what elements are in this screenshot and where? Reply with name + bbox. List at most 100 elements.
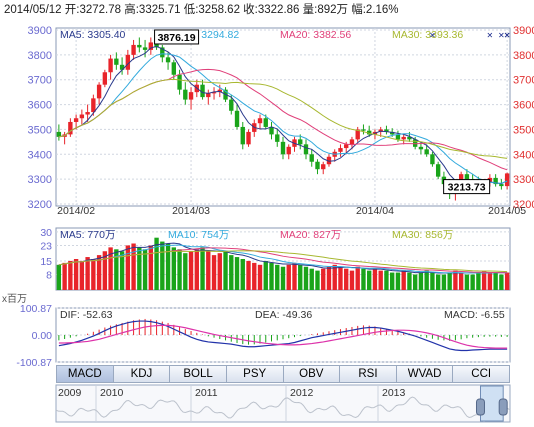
candle-body bbox=[206, 93, 211, 98]
macd-tick: 100.87 bbox=[20, 303, 52, 315]
candle-body bbox=[257, 118, 263, 124]
volume-bar bbox=[504, 272, 510, 290]
volume-bar bbox=[280, 266, 286, 290]
dividend-marker: ✕ bbox=[429, 31, 436, 40]
volume-bar bbox=[137, 247, 142, 290]
candle-body bbox=[56, 131, 62, 137]
vol-ma5-line bbox=[58, 242, 508, 274]
volume-tick: 15 bbox=[40, 256, 52, 268]
candle-body bbox=[309, 154, 314, 162]
volume-bar bbox=[384, 270, 389, 290]
volume-bar bbox=[355, 266, 360, 290]
price-tick-left: 3200 bbox=[28, 199, 52, 211]
candle-body bbox=[361, 129, 366, 131]
navigator-handle[interactable] bbox=[475, 398, 485, 416]
navigator-year: 2011 bbox=[195, 387, 218, 399]
navigator-handle[interactable] bbox=[498, 398, 508, 416]
quote-close: 收:3322.86 bbox=[243, 4, 300, 16]
price-legend-ma5: MA5: 3305.40 bbox=[60, 29, 126, 41]
volume-bar bbox=[171, 247, 176, 290]
candle-body bbox=[165, 57, 171, 63]
volume-bar bbox=[114, 249, 119, 290]
macd-legend-dif: DIF: -52.63 bbox=[60, 309, 113, 321]
volume-bar bbox=[56, 264, 62, 290]
price-tick-left: 3800 bbox=[28, 50, 52, 62]
volume-bar bbox=[177, 249, 182, 290]
volume-bar bbox=[292, 262, 297, 290]
candle-body bbox=[401, 136, 406, 140]
volume-bar bbox=[458, 272, 464, 290]
volume-bar bbox=[367, 270, 372, 290]
candle-body bbox=[108, 58, 113, 73]
tab-kdj[interactable]: KDJ bbox=[113, 365, 171, 383]
navigator-panel bbox=[55, 384, 511, 423]
navigator-overview-line bbox=[55, 396, 511, 419]
tab-macd[interactable]: MACD bbox=[56, 365, 114, 383]
ma30-line bbox=[58, 78, 508, 159]
candle-body bbox=[263, 118, 268, 127]
volume-bar bbox=[298, 264, 303, 290]
volume-bar bbox=[418, 272, 424, 290]
volume-bar bbox=[321, 268, 326, 290]
tab-boll[interactable]: BOLL bbox=[170, 365, 227, 383]
candle-body bbox=[119, 64, 125, 70]
candle-body bbox=[424, 149, 429, 155]
volume-bar bbox=[102, 251, 108, 290]
price-x-tick: 2014/05 bbox=[488, 205, 526, 217]
candle-body bbox=[171, 62, 176, 75]
candle-body bbox=[148, 42, 154, 50]
price-legend-ma20: MA20: 3382.56 bbox=[280, 29, 351, 41]
tab-obv[interactable]: OBV bbox=[283, 365, 341, 383]
quote-volume: 量:892万 bbox=[302, 4, 349, 16]
volume-bar bbox=[332, 264, 337, 290]
candle-body bbox=[390, 131, 395, 135]
volume-bar bbox=[131, 243, 136, 290]
candle-body bbox=[418, 146, 424, 150]
volume-bar bbox=[453, 270, 458, 290]
candle-body bbox=[298, 139, 303, 145]
price-tick-right: 3600 bbox=[513, 100, 534, 112]
volume-unit: x百万 bbox=[2, 293, 27, 305]
macd-legend-macd: MACD: -6.55 bbox=[444, 309, 505, 321]
tab-wvad[interactable]: WVAD bbox=[396, 365, 454, 383]
candle-body bbox=[79, 114, 85, 119]
volume-bar bbox=[183, 253, 188, 290]
quote-header: 2014/05/12 开:3272.78 高:3325.71 低:3258.62… bbox=[4, 1, 399, 17]
volume-bar bbox=[309, 268, 314, 290]
price-tick-right: 3300 bbox=[513, 174, 534, 186]
candle-body bbox=[303, 144, 309, 155]
candle-body bbox=[96, 84, 102, 99]
tab-cci[interactable]: CCI bbox=[453, 365, 510, 383]
candle-body bbox=[286, 146, 291, 155]
price-tick-right: 3800 bbox=[513, 50, 534, 62]
candle-body bbox=[234, 110, 240, 127]
candle-body bbox=[229, 99, 234, 111]
vol-ma10-line bbox=[58, 244, 508, 274]
volume-bar bbox=[96, 255, 102, 290]
candle-body bbox=[142, 47, 148, 50]
dividend-marker: ✕ bbox=[487, 31, 494, 40]
candle-body bbox=[91, 98, 96, 113]
tab-rsi[interactable]: RSI bbox=[340, 365, 397, 383]
volume-bar bbox=[407, 272, 412, 290]
candle-body bbox=[131, 44, 136, 55]
volume-bar bbox=[441, 274, 447, 290]
volume-legend-ma10: MA10: 754万 bbox=[168, 229, 229, 241]
candle-body bbox=[275, 134, 280, 142]
volume-bar bbox=[119, 251, 125, 290]
volume-bar bbox=[240, 259, 245, 290]
candle-body bbox=[160, 47, 165, 58]
navigator-year: 2013 bbox=[382, 387, 406, 399]
candle-body bbox=[73, 118, 79, 122]
volume-tick: 23 bbox=[40, 240, 52, 252]
volume-bar bbox=[493, 272, 498, 290]
volume-bar bbox=[73, 259, 79, 290]
volume-bar bbox=[401, 270, 406, 290]
price-tick-left: 3400 bbox=[28, 149, 52, 161]
price-tick-left: 3500 bbox=[28, 124, 52, 136]
tab-psy[interactable]: PSY bbox=[226, 365, 284, 383]
volume-bar bbox=[125, 245, 131, 290]
volume-bar bbox=[194, 249, 199, 290]
macd-tick: -100.87 bbox=[16, 357, 52, 369]
candle-body bbox=[395, 134, 401, 140]
